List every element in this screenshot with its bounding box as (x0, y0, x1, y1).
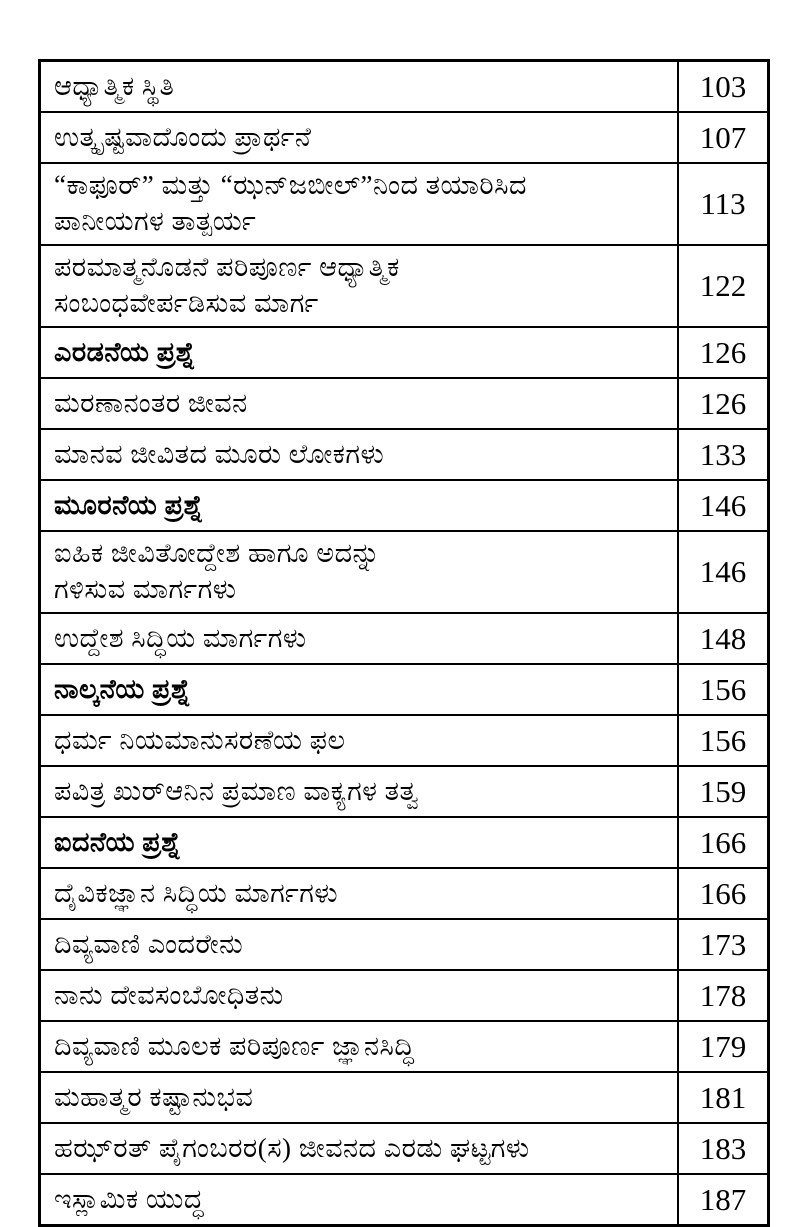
toc-entry-title: ಮಹಾತ್ಮರ ಕಷ್ಟಾನುಭವ (38, 1071, 679, 1124)
toc-entry-page: 107 (677, 111, 770, 164)
toc-row: ದೈವಿಕಜ್ಞಾನ ಸಿದ್ಧಿಯ ಮಾರ್ಗಗಳು 166 (38, 867, 770, 920)
toc-entry-page: 179 (677, 1020, 770, 1073)
toc-entry-title: ಪವಿತ್ರ ಖುರ್‌ಆನಿನ ಪ್ರಮಾಣ ವಾಕ್ಯಗಳ ತತ್ವ (38, 765, 679, 818)
toc-entry-page: 113 (677, 162, 770, 246)
toc-entry-page: 146 (677, 479, 770, 532)
toc-row: “ಕಾಫೂರ್” ಮತ್ತು “ಝನ್‌ಜಬೀಲ್”ನಿಂದ ತಯಾರಿಸಿದ … (38, 162, 770, 246)
toc-entry-title: ಐಹಿಕ ಜೀವಿತೋದ್ದೇಶ ಹಾಗೂ ಅದನ್ನು ಗಳಿಸುವ ಮಾರ್… (38, 530, 679, 614)
toc-entry-title: ಪರಮಾತ್ಮನೊಡನೆ ಪರಿಪೂರ್ಣ ಆಧ್ಯಾತ್ಮಿಕ ಸಂಬಂಧವೇ… (38, 244, 679, 328)
toc-entry-title: ಉದ್ದೇಶ ಸಿದ್ಧಿಯ ಮಾರ್ಗಗಳು (38, 612, 679, 665)
toc-row: ಧರ್ಮ ನಿಯಮಾನುಸರಣೆಯ ಫಲ 156 (38, 714, 770, 767)
toc-entry-page: 156 (677, 714, 770, 767)
toc-entry-page: 103 (677, 59, 770, 113)
toc-entry-page: 166 (677, 867, 770, 920)
toc-row: ಐಹಿಕ ಜೀವಿತೋದ್ದೇಶ ಹಾಗೂ ಅದನ್ನು ಗಳಿಸುವ ಮಾರ್… (38, 530, 770, 614)
toc-entry-page: 133 (677, 428, 770, 481)
toc-entry-page: 126 (677, 377, 770, 430)
toc-entry-title: ಮರಣಾನಂತರ ಜೀವನ (38, 377, 679, 430)
toc-row: ಮಹಾತ್ಮರ ಕಷ್ಟಾನುಭವ 181 (38, 1071, 770, 1124)
toc-entry-page: 178 (677, 969, 770, 1022)
toc-entry-page: 159 (677, 765, 770, 818)
toc-entry-page: 146 (677, 530, 770, 614)
toc-section-row: ನಾಲ್ಕನೆಯ ಪ್ರಶ್ನೆ 156 (38, 663, 770, 716)
toc-row: ಮರಣಾನಂತರ ಜೀವನ 126 (38, 377, 770, 430)
toc-table: ಆಧ್ಯಾತ್ಮಿಕ ಸ್ಥಿತಿ 103 ಉತ್ಕೃಷ್ಟವಾದೊಂದು ಪ್… (38, 59, 770, 1227)
toc-row: ಪರಮಾತ್ಮನೊಡನೆ ಪರಿಪೂರ್ಣ ಆಧ್ಯಾತ್ಮಿಕ ಸಂಬಂಧವೇ… (38, 244, 770, 328)
toc-row: ಉದ್ದೇಶ ಸಿದ್ಧಿಯ ಮಾರ್ಗಗಳು 148 (38, 612, 770, 665)
toc-entry-title: ದಿವ್ಯವಾಣಿ ಮೂಲಕ ಪರಿಪೂರ್ಣ ಜ್ಞಾನಸಿದ್ಧಿ (38, 1020, 679, 1073)
toc-row: ಇಸ್ಲಾಮಿಕ ಯುದ್ಧ 187 (38, 1173, 770, 1227)
toc-entry-page: 148 (677, 612, 770, 665)
toc-section-row: ಮೂರನೆಯ ಪ್ರಶ್ನೆ 146 (38, 479, 770, 532)
toc-entry-title: ದಿವ್ಯವಾಣಿ ಎಂದರೇನು (38, 918, 679, 971)
toc-entry-title: ಇಸ್ಲಾಮಿಕ ಯುದ್ಧ (38, 1173, 679, 1227)
toc-row: ಉತ್ಕೃಷ್ಟವಾದೊಂದು ಪ್ರಾರ್ಥನೆ 107 (38, 111, 770, 164)
toc-section-title: ನಾಲ್ಕನೆಯ ಪ್ರಶ್ನೆ (38, 663, 679, 716)
toc-row: ಆಧ್ಯಾತ್ಮಿಕ ಸ್ಥಿತಿ 103 (38, 59, 770, 113)
toc-entry-page: 187 (677, 1173, 770, 1227)
toc-section-title: ಐದನೆಯ ಪ್ರಶ್ನೆ (38, 816, 679, 869)
toc-entry-title: ಮಾನವ ಜೀವಿತದ ಮೂರು ಲೋಕಗಳು (38, 428, 679, 481)
toc-entry-page: 156 (677, 663, 770, 716)
toc-entry-title: ಉತ್ಕೃಷ್ಟವಾದೊಂದು ಪ್ರಾರ್ಥನೆ (38, 111, 679, 164)
toc-entry-title: ಹಝ್‌ರತ್ ಪೈಗಂಬರರ(ಸ) ಜೀವನದ ಎರಡು ಘಟ್ಟಗಳು (38, 1122, 679, 1175)
toc-entry-page: 126 (677, 326, 770, 379)
toc-entry-page: 173 (677, 918, 770, 971)
toc-entry-page: 122 (677, 244, 770, 328)
toc-entry-page: 183 (677, 1122, 770, 1175)
toc-section-row: ಐದನೆಯ ಪ್ರಶ್ನೆ 166 (38, 816, 770, 869)
toc-section-title: ಮೂರನೆಯ ಪ್ರಶ್ನೆ (38, 479, 679, 532)
toc-entry-title: ನಾನು ದೇವಸಂಬೋಧಿತನು (38, 969, 679, 1022)
toc-entry-title: ಆಧ್ಯಾತ್ಮಿಕ ಸ್ಥಿತಿ (38, 59, 679, 113)
toc-row: ಪವಿತ್ರ ಖುರ್‌ಆನಿನ ಪ್ರಮಾಣ ವಾಕ್ಯಗಳ ತತ್ವ 159 (38, 765, 770, 818)
toc-entry-page: 166 (677, 816, 770, 869)
toc-row: ದಿವ್ಯವಾಣಿ ಎಂದರೇನು 173 (38, 918, 770, 971)
toc-entry-page: 181 (677, 1071, 770, 1124)
toc-section-title: ಎರಡನೆಯ ಪ್ರಶ್ನೆ (38, 326, 679, 379)
toc-entry-title: ಧರ್ಮ ನಿಯಮಾನುಸರಣೆಯ ಫಲ (38, 714, 679, 767)
toc-row: ದಿವ್ಯವಾಣಿ ಮೂಲಕ ಪರಿಪೂರ್ಣ ಜ್ಞಾನಸಿದ್ಧಿ 179 (38, 1020, 770, 1073)
toc-entry-title: ದೈವಿಕಜ್ಞಾನ ಸಿದ್ಧಿಯ ಮಾರ್ಗಗಳು (38, 867, 679, 920)
toc-row: ಹಝ್‌ರತ್ ಪೈಗಂಬರರ(ಸ) ಜೀವನದ ಎರಡು ಘಟ್ಟಗಳು 18… (38, 1122, 770, 1175)
toc-section-row: ಎರಡನೆಯ ಪ್ರಶ್ನೆ 126 (38, 326, 770, 379)
toc-row: ನಾನು ದೇವಸಂಬೋಧಿತನು 178 (38, 969, 770, 1022)
toc-entry-title: “ಕಾಫೂರ್” ಮತ್ತು “ಝನ್‌ಜಬೀಲ್”ನಿಂದ ತಯಾರಿಸಿದ … (38, 162, 679, 246)
toc-row: ಮಾನವ ಜೀವಿತದ ಮೂರು ಲೋಕಗಳು 133 (38, 428, 770, 481)
